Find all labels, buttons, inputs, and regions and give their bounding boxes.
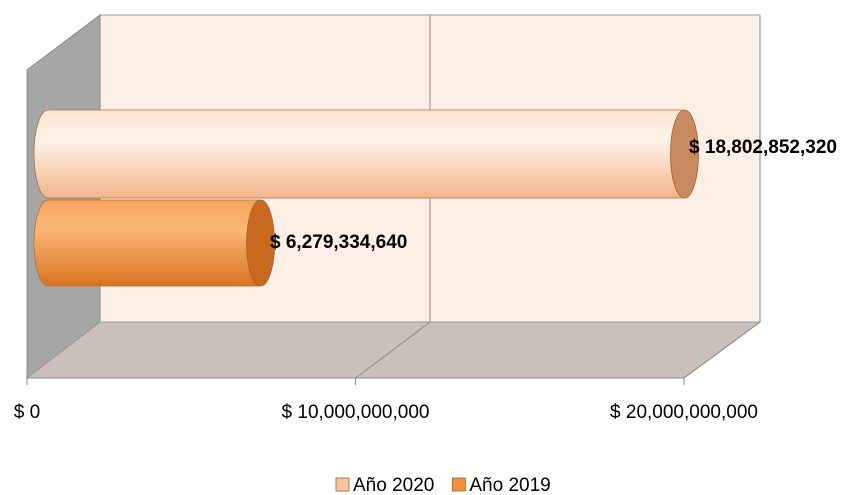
legend-swatch [335, 477, 350, 492]
bar [48, 200, 261, 286]
bar [48, 110, 685, 198]
value-label: $ 6,279,334,640 [270, 232, 408, 253]
grid-line [355, 321, 431, 379]
legend-label: Año 2019 [469, 475, 550, 495]
legend-label: Año 2020 [353, 475, 434, 495]
value-label: $ 18,802,852,320 [689, 137, 837, 158]
grid-line [683, 321, 761, 379]
x-tick-label: $ 0 [14, 402, 40, 423]
legend-swatch [451, 477, 466, 492]
bar-cap [670, 109, 699, 199]
x-tick-label: $ 10,000,000,000 [282, 402, 430, 423]
x-tick-label: $ 20,000,000,000 [610, 402, 758, 423]
bar-cap [246, 199, 275, 287]
